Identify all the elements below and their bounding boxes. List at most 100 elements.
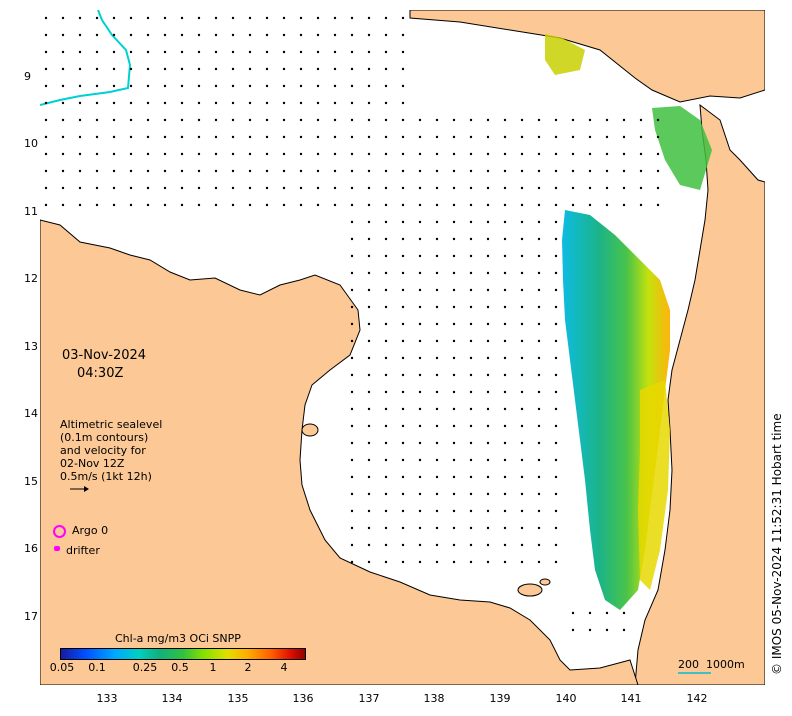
velocity-dot [418, 475, 422, 479]
velocity-dot [554, 237, 558, 241]
colorbar-title: Chl-a mg/m3 OCi SNPP [115, 632, 241, 645]
lat-tick: 10 [24, 137, 38, 150]
velocity-dot [163, 135, 167, 139]
velocity-dot [588, 118, 592, 122]
velocity-dot [265, 67, 269, 71]
velocity-dot [282, 16, 286, 20]
velocity-dot [503, 339, 507, 343]
lon-tick: 134 [161, 692, 183, 705]
velocity-dot [350, 475, 354, 479]
velocity-dot [622, 628, 626, 632]
velocity-dot [520, 424, 524, 428]
velocity-dot [435, 237, 439, 241]
velocity-dot [520, 509, 524, 513]
velocity-dot [112, 186, 116, 190]
velocity-dot [435, 458, 439, 462]
velocity-dot [180, 84, 184, 88]
velocity-dot [214, 118, 218, 122]
velocity-dot [248, 135, 252, 139]
velocity-dot [78, 67, 82, 71]
velocity-dot [384, 492, 388, 496]
map-panel[interactable] [40, 10, 765, 685]
velocity-dot [282, 186, 286, 190]
velocity-dot [146, 118, 150, 122]
velocity-dot [299, 203, 303, 207]
velocity-dot [469, 271, 473, 275]
velocity-dot [129, 67, 133, 71]
velocity-dot [656, 203, 660, 207]
velocity-dot [486, 339, 490, 343]
velocity-dot [554, 339, 558, 343]
velocity-dot [520, 203, 524, 207]
velocity-dot [299, 67, 303, 71]
velocity-dot [588, 203, 592, 207]
velocity-dot [452, 152, 456, 156]
mornington-island [517, 583, 543, 597]
velocity-dot [622, 203, 626, 207]
velocity-dot [265, 101, 269, 105]
velocity-dot [520, 492, 524, 496]
velocity-dot [282, 101, 286, 105]
velocity-dot [418, 339, 422, 343]
velocity-dot [112, 33, 116, 37]
velocity-dot [503, 390, 507, 394]
velocity-dot [452, 305, 456, 309]
velocity-dot [384, 441, 388, 445]
velocity-dot [197, 67, 201, 71]
velocity-dot [248, 169, 252, 173]
velocity-dot [486, 322, 490, 326]
velocity-dot [401, 390, 405, 394]
velocity-dot [452, 271, 456, 275]
colorbar-tick: 0.25 [132, 661, 158, 674]
velocity-dot [418, 526, 422, 530]
velocity-dot [486, 169, 490, 173]
velocity-dot [129, 186, 133, 190]
velocity-dot [401, 526, 405, 530]
velocity-dot [520, 407, 524, 411]
velocity-dot [469, 152, 473, 156]
velocity-dot [401, 543, 405, 547]
velocity-dot [95, 101, 99, 105]
drifter-label: drifter [66, 544, 100, 557]
velocity-dot [435, 560, 439, 564]
velocity-dot [486, 288, 490, 292]
velocity-dot [78, 118, 82, 122]
wellesley-island [539, 578, 551, 586]
velocity-dot [554, 373, 558, 377]
velocity-dot [350, 373, 354, 377]
velocity-dot [180, 186, 184, 190]
velocity-dot [588, 611, 592, 615]
lon-tick: 133 [96, 692, 118, 705]
velocity-dot [452, 118, 456, 122]
velocity-dot [384, 169, 388, 173]
velocity-dot [146, 203, 150, 207]
velocity-dot [469, 390, 473, 394]
velocity-dot [61, 101, 65, 105]
velocity-dot [384, 322, 388, 326]
velocity-dot [299, 16, 303, 20]
velocity-dot [418, 543, 422, 547]
lon-tick: 136 [292, 692, 314, 705]
velocity-dot [588, 152, 592, 156]
colorbar-tick: 0.5 [171, 661, 189, 674]
velocity-dot [350, 543, 354, 547]
velocity-dot [44, 203, 48, 207]
map-date: 03-Nov-2024 [62, 348, 147, 363]
velocity-dot [367, 271, 371, 275]
velocity-dot [503, 441, 507, 445]
velocity-dot [299, 169, 303, 173]
velocity-dot [95, 84, 99, 88]
velocity-arrow-field [44, 16, 660, 632]
velocity-dot [146, 33, 150, 37]
velocity-dot [384, 135, 388, 139]
velocity-dot [231, 152, 235, 156]
velocity-dot [469, 135, 473, 139]
velocity-dot [129, 135, 133, 139]
velocity-dot [367, 33, 371, 37]
velocity-dot [571, 152, 575, 156]
velocity-dot [78, 203, 82, 207]
velocity-dot [503, 509, 507, 513]
velocity-dot [384, 237, 388, 241]
velocity-dot [197, 118, 201, 122]
velocity-dot [537, 390, 541, 394]
